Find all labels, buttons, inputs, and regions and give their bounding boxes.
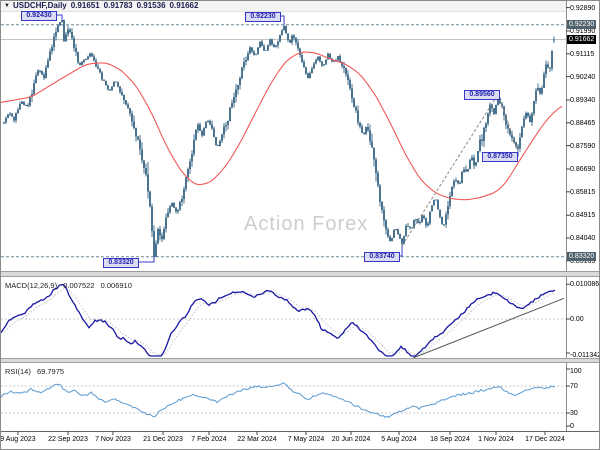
price-annotation[interactable]: 0.83320 xyxy=(103,258,139,268)
ohlc-low: 0.91536 xyxy=(136,1,166,10)
chart-title-bar: ▼ USDCHF,Daily 0.91651 0.91783 0.91536 0… xyxy=(1,1,566,11)
rsi-indicator-label: RSI(14) 69.7975 xyxy=(5,367,68,376)
macd-indicator-label: MACD(12,26,9) 0.007522 0.006910 xyxy=(5,281,136,290)
macd-main-value: 0.007522 xyxy=(63,281,95,290)
price-annotation[interactable]: 0.83740 xyxy=(364,252,400,262)
macd-signal-value: 0.006910 xyxy=(100,281,132,290)
rsi-value: 69.7975 xyxy=(36,367,65,376)
ohlc-open: 0.91651 xyxy=(70,1,100,10)
macd-name: MACD(12,26,9) xyxy=(5,281,58,290)
watermark: Action Forex xyxy=(244,213,369,235)
price-annotation[interactable]: 0.89560 xyxy=(464,90,500,100)
price-annotation[interactable]: 0.92430 xyxy=(21,11,57,21)
rsi-name: RSI(14) xyxy=(5,367,31,376)
ohlc-high: 0.91783 xyxy=(103,1,133,10)
pane-splitter-macd[interactable] xyxy=(1,271,599,277)
price-annotation[interactable]: 0.87350 xyxy=(482,152,518,162)
pane-splitter-rsi[interactable] xyxy=(1,358,599,363)
price-annotation[interactable]: 0.92230 xyxy=(245,12,281,22)
symbol-label: USDCHF,Daily xyxy=(12,1,67,10)
symbol-dropdown-icon[interactable]: ▼ xyxy=(4,3,10,9)
ohlc-close: 0.91662 xyxy=(169,1,199,10)
